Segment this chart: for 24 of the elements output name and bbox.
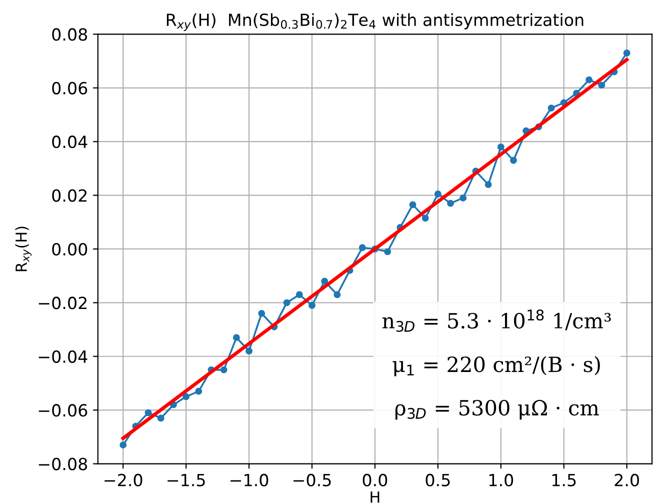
y-tick-label: −0.08	[38, 458, 88, 470]
x-tick-label: −1.0	[230, 474, 268, 486]
y-tick-label: −0.04	[38, 350, 88, 363]
y-tick-label: −0.02	[38, 296, 87, 310]
y-axis-title: R$_{xy}$(H)	[15, 226, 32, 272]
chart-title: R$_{xy}$(H) Mn(Sb$_{0.3}$Bi$_{0.7}$)$_{2}$Te$_{4}$ with antisymmetrization	[166, 13, 584, 32]
x-tick-label: 1.5	[552, 474, 576, 486]
x-tick-label: −0.5	[294, 474, 331, 486]
y-tick-label: 0.06	[52, 82, 88, 94]
x-axis-title: H	[370, 491, 380, 503]
x-tick-label: 0.0	[362, 474, 388, 486]
y-tick-label: 0.04	[52, 136, 88, 148]
x-tick-label: 1.0	[489, 474, 514, 486]
y-tick-label: 0.08	[52, 28, 88, 41]
y-tick-label: 0.02	[52, 189, 87, 202]
y-tick-label: −0.06	[38, 404, 88, 417]
y-tick-label: 0.00	[52, 242, 88, 256]
x-tick-label: −2.0	[104, 474, 142, 486]
x-tick-label: 2.0	[614, 474, 639, 486]
annotation: μ$_{1}$ = 220 cm²/(B · s)	[392, 356, 600, 376]
x-tick-label: −1.5	[168, 474, 205, 486]
x-tick-label: 0.5	[426, 474, 450, 486]
annotation: n$_{3D}$ = 5.3 · 10$^{18}$ 1/cm³	[382, 309, 611, 332]
annotation: ρ$_{3D}$ = 5300 μΩ · cm	[395, 400, 599, 420]
